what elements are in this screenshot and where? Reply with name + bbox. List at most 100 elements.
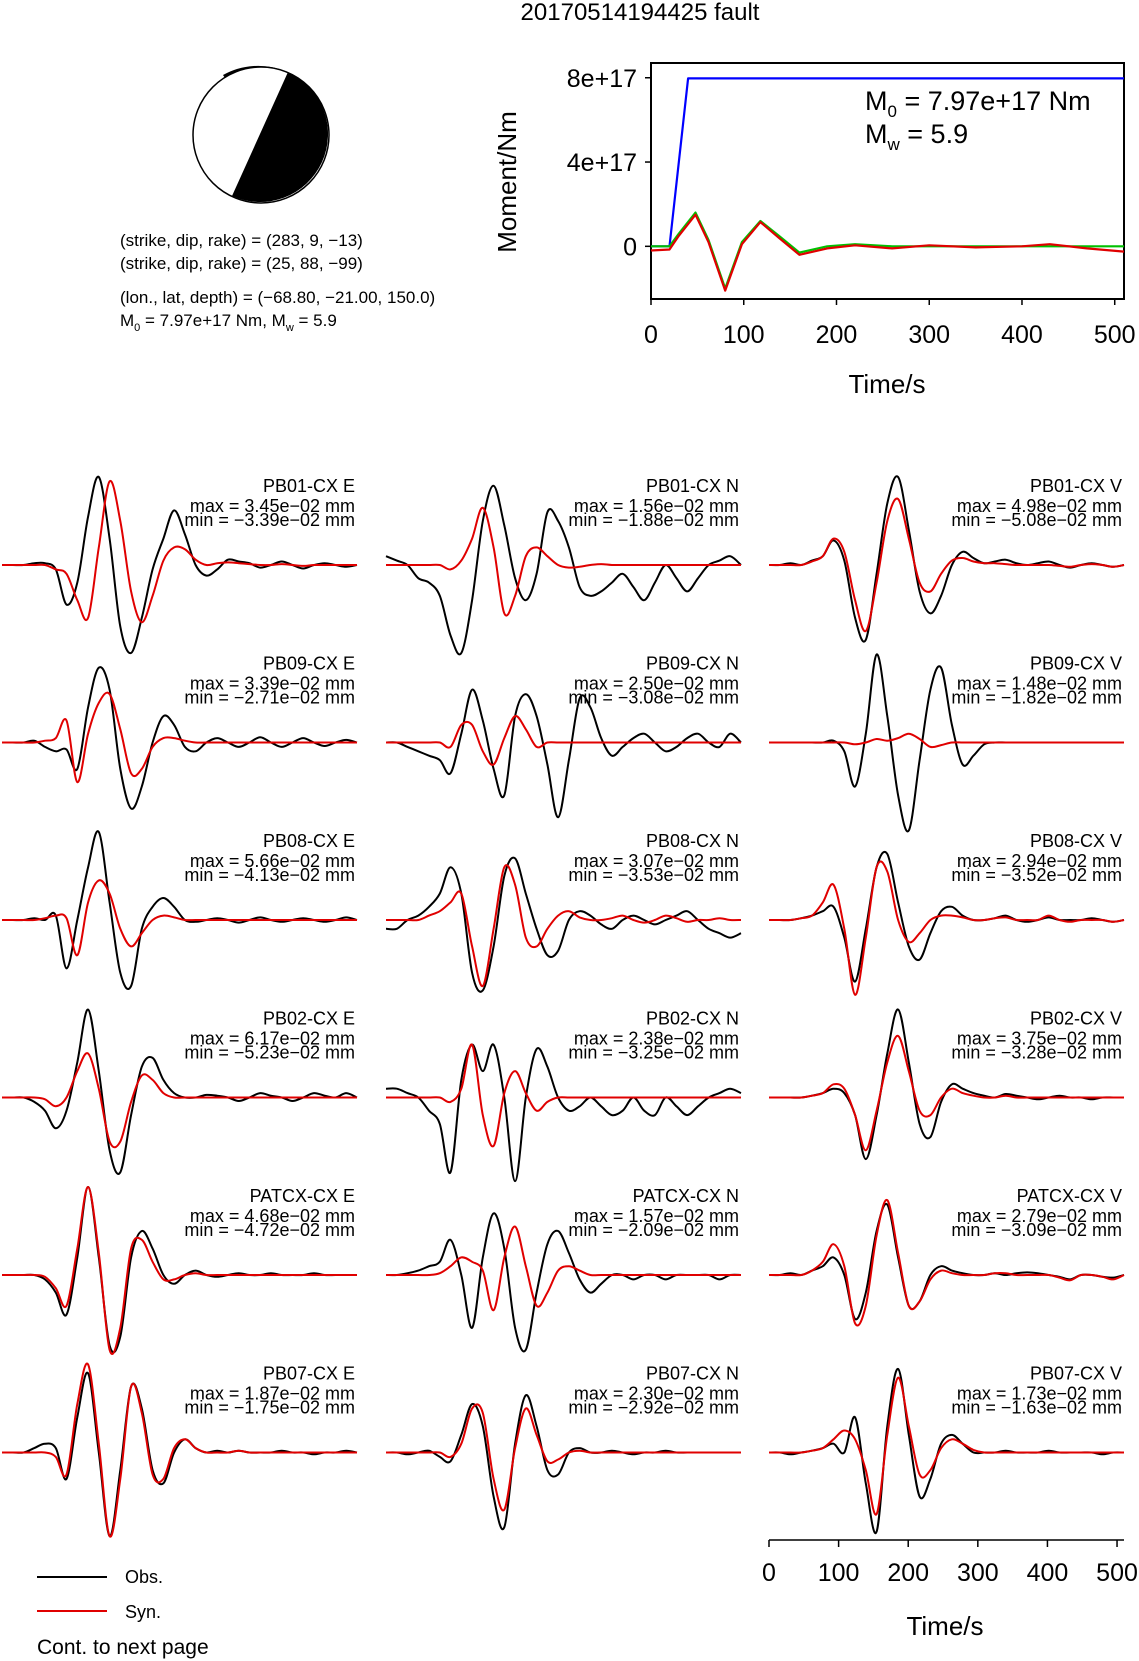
waveform-station-label: PATCX-CX N bbox=[633, 1186, 739, 1206]
waveform-max-label: max = 2.79e−02 mm bbox=[957, 1206, 1122, 1226]
waveform-station-label: PB08-CX E bbox=[263, 831, 355, 851]
observed-trace bbox=[385, 688, 742, 819]
plane1-label: (strike, dip, rake) = (283, 9, −13) bbox=[120, 231, 363, 250]
waveform-max-label: max = 3.07e−02 mm bbox=[574, 851, 739, 871]
waveform-max-label: max = 3.39e−02 mm bbox=[190, 674, 355, 694]
waveform-xtick-label: 200 bbox=[887, 1559, 929, 1587]
waveform-min-label: min = −4.72e−02 mm bbox=[184, 1220, 355, 1240]
beachball-compressional-quadrant bbox=[232, 72, 329, 203]
waveform-xtick-label: 0 bbox=[762, 1559, 776, 1587]
stf-xtick-label: 0 bbox=[644, 321, 658, 349]
observed-trace bbox=[2, 1008, 358, 1175]
waveform-max-label: max = 6.17e−02 mm bbox=[190, 1029, 355, 1049]
waveform-min-label: min = −1.88e−02 mm bbox=[568, 510, 739, 530]
synthetic-trace bbox=[2, 1362, 357, 1538]
beachball-rim bbox=[223, 65, 290, 78]
legend-syn-label: Syn. bbox=[125, 1602, 161, 1622]
synthetic-trace bbox=[385, 864, 742, 988]
waveform-station-label: PB07-CX N bbox=[646, 1364, 739, 1384]
synthetic-trace bbox=[386, 1403, 741, 1512]
stf-ytick-label: 0 bbox=[623, 233, 637, 261]
waveform-min-label: min = −3.39e−02 mm bbox=[184, 510, 355, 530]
waveform-max-label: max = 1.87e−02 mm bbox=[190, 1384, 355, 1404]
synthetic-trace bbox=[385, 506, 741, 617]
plane2-label: (strike, dip, rake) = (25, 88, −99) bbox=[120, 254, 363, 273]
waveform-min-label: min = −1.82e−02 mm bbox=[951, 688, 1122, 708]
waveform-min-label: min = −1.63e−02 mm bbox=[951, 1398, 1122, 1418]
stf-annotation-m0: M0 = 7.97e+17 Nm bbox=[865, 86, 1091, 121]
waveform-max-label: max = 3.75e−02 mm bbox=[957, 1029, 1122, 1049]
observed-trace bbox=[385, 856, 742, 993]
waveform-station-label: PB09-CX E bbox=[263, 654, 355, 674]
waveform-station-label: PB01-CX N bbox=[646, 476, 739, 496]
waveform-max-label: max = 4.68e−02 mm bbox=[190, 1206, 355, 1226]
waveform-max-label: max = 2.38e−02 mm bbox=[574, 1029, 739, 1049]
waveform-station-label: PB02-CX E bbox=[263, 1009, 355, 1029]
synthetic-trace bbox=[769, 1199, 1125, 1327]
waveform-station-label: PB09-CX N bbox=[646, 654, 739, 674]
waveform-min-label: min = −3.08e−02 mm bbox=[568, 688, 739, 708]
stf-rate-line bbox=[650, 213, 1125, 292]
waveform-station-label: PB07-CX E bbox=[263, 1364, 355, 1384]
waveform-min-label: min = −2.71e−02 mm bbox=[184, 688, 355, 708]
waveform-min-label: min = −3.28e−02 mm bbox=[951, 1043, 1122, 1063]
waveform-min-label: min = −3.25e−02 mm bbox=[568, 1043, 739, 1063]
waveform-station-label: PATCX-CX E bbox=[250, 1186, 355, 1206]
synthetic-trace bbox=[768, 732, 1124, 749]
waveform-xlabel: Time/s bbox=[906, 1611, 983, 1641]
waveform-xtick-label: 300 bbox=[957, 1559, 999, 1587]
stf-annotation-mw: Mw = 5.9 bbox=[865, 119, 968, 154]
waveform-max-label: max = 3.45e−02 mm bbox=[190, 496, 355, 516]
synthetic-trace bbox=[768, 860, 1125, 996]
waveform-station-label: PB01-CX V bbox=[1030, 476, 1122, 496]
synthetic-trace bbox=[769, 1376, 1124, 1516]
observed-trace bbox=[1, 666, 358, 810]
waveform-station-label: PB08-CX V bbox=[1030, 831, 1122, 851]
observed-trace bbox=[1, 475, 358, 655]
stf-xtick-label: 200 bbox=[816, 321, 858, 349]
synthetic-trace bbox=[768, 497, 1125, 633]
waveform-max-label: max = 5.66e−02 mm bbox=[190, 851, 355, 871]
stf-axes: 0 100 200 300 400 500 0 4e+17 8e+17 bbox=[567, 65, 1136, 349]
waveform-min-label: min = −2.09e−02 mm bbox=[568, 1220, 739, 1240]
stf-fit-line bbox=[651, 211, 1124, 290]
waveform-max-label: max = 2.30e−02 mm bbox=[574, 1384, 739, 1404]
waveform-min-label: min = −3.09e−02 mm bbox=[951, 1220, 1122, 1240]
stf-xtick-label: 400 bbox=[1001, 321, 1043, 349]
synthetic-trace bbox=[385, 715, 741, 766]
waveform-xtick-label: 100 bbox=[818, 1559, 860, 1587]
waveform-min-label: min = −4.13e−02 mm bbox=[184, 865, 355, 885]
stf-series bbox=[650, 77, 1125, 292]
waveform-station-label: PB07-CX V bbox=[1030, 1364, 1122, 1384]
waveform-station-label: PB01-CX E bbox=[263, 476, 355, 496]
waveform-max-label: max = 2.50e−02 mm bbox=[574, 674, 739, 694]
observed-trace bbox=[768, 850, 1125, 983]
waveform-time-axis: Time/s 0 100 200 300 400 500 bbox=[762, 1539, 1138, 1641]
waveform-min-label: min = −5.23e−02 mm bbox=[184, 1043, 355, 1063]
synthetic-trace bbox=[769, 1034, 1124, 1152]
stf-ylabel: Moment/Nm bbox=[492, 111, 522, 253]
location-label: (lon., lat, depth) = (−68.80, −21.00, 15… bbox=[120, 288, 435, 307]
stf-xlabel: Time/s bbox=[848, 369, 925, 399]
synthetic-trace bbox=[2, 1185, 357, 1356]
figure-title: 20170514194425 fault bbox=[521, 0, 760, 26]
waveform-min-label: min = −2.92e−02 mm bbox=[568, 1398, 739, 1418]
moment-magnitude-label: M0 = 7.97e+17 Nm, Mw = 5.9 bbox=[120, 311, 337, 334]
beachball bbox=[192, 65, 330, 204]
waveform-max-label: max = 4.98e−02 mm bbox=[957, 496, 1122, 516]
